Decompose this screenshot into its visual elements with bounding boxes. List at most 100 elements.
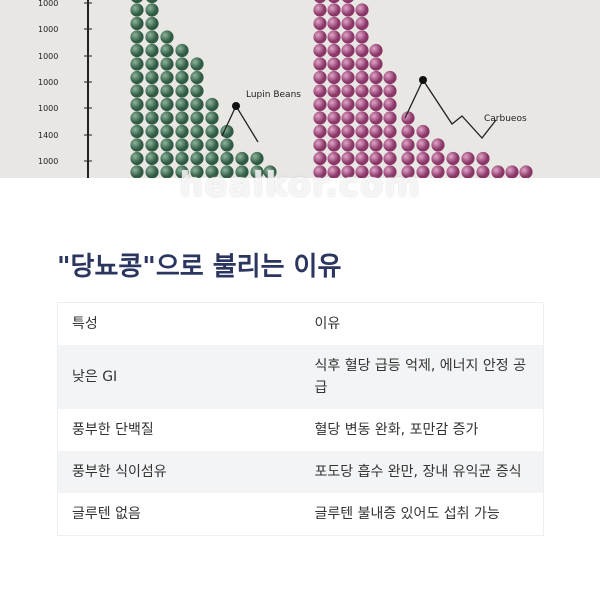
bean xyxy=(220,151,234,166)
bean xyxy=(355,3,369,17)
bean xyxy=(145,30,159,44)
bean xyxy=(341,151,355,166)
bean xyxy=(175,111,189,125)
bean xyxy=(205,151,219,166)
bean xyxy=(505,165,519,178)
bean xyxy=(341,3,355,17)
bean xyxy=(205,138,219,152)
bean xyxy=(327,57,341,71)
illustration-bg xyxy=(0,0,600,178)
pointer-dot xyxy=(419,76,427,84)
bean xyxy=(446,151,460,166)
bean xyxy=(327,16,341,31)
bean xyxy=(190,70,204,85)
bean xyxy=(250,151,264,166)
bean xyxy=(369,124,383,139)
axis-label: 1000 xyxy=(38,0,58,8)
bean xyxy=(383,111,397,125)
bean xyxy=(401,124,415,139)
table: 특성 이유 낮은 GI 식후 혈당 급등 억제, 에너지 안정 공급 풍부한 단백질 혈당… xyxy=(57,302,544,536)
bean xyxy=(263,165,277,178)
bean xyxy=(145,165,159,178)
table-cell: 혈당 변동 완화, 포만감 증가 xyxy=(314,422,479,438)
bean xyxy=(190,57,204,71)
bean xyxy=(383,138,397,152)
bean xyxy=(160,43,174,58)
bean xyxy=(314,0,326,4)
bean xyxy=(160,84,174,98)
axis-label: 1000 xyxy=(38,25,58,34)
bean xyxy=(416,138,430,152)
bean xyxy=(145,70,159,85)
bean xyxy=(369,111,383,125)
bean xyxy=(342,0,354,4)
bean xyxy=(341,138,355,152)
bean xyxy=(461,165,475,178)
bean xyxy=(355,97,369,112)
bean xyxy=(190,165,204,178)
bean xyxy=(476,165,490,178)
bean xyxy=(327,70,341,85)
bean xyxy=(383,165,397,178)
bean xyxy=(369,43,383,58)
bean xyxy=(313,43,327,58)
bean xyxy=(205,165,219,178)
bean xyxy=(369,57,383,71)
bean xyxy=(160,30,174,44)
bean xyxy=(369,151,383,166)
illustration: Lupin Beans Carbueos 1000 1000 1000 1000 100… xyxy=(0,0,600,178)
bean xyxy=(313,16,327,31)
bean xyxy=(341,43,355,58)
bean xyxy=(341,111,355,125)
bean xyxy=(175,151,189,166)
bean xyxy=(383,151,397,166)
bean xyxy=(130,151,144,166)
bean xyxy=(313,30,327,44)
table-cell: 이유 xyxy=(314,316,341,332)
bean xyxy=(145,151,159,166)
bean xyxy=(145,138,159,152)
axis-label: 1000 xyxy=(38,78,58,87)
bean xyxy=(327,138,341,152)
table-cell: 낮은 GI xyxy=(57,345,301,409)
bean xyxy=(175,165,189,178)
bean xyxy=(341,16,355,31)
bean xyxy=(190,151,204,166)
bean xyxy=(383,84,397,98)
bean xyxy=(175,84,189,98)
bean xyxy=(341,124,355,139)
bean xyxy=(313,84,327,98)
bean xyxy=(160,97,174,112)
bean xyxy=(313,165,327,178)
bean xyxy=(130,111,144,125)
bean xyxy=(145,43,159,58)
bean xyxy=(130,57,144,71)
table-row: 특성 이유 xyxy=(58,303,544,346)
bean xyxy=(190,111,204,125)
bean xyxy=(369,165,383,178)
table-cell: 풍부한 식이섬유 xyxy=(57,451,301,493)
bean xyxy=(220,138,234,152)
bean xyxy=(130,30,144,44)
bean xyxy=(341,165,355,178)
bean xyxy=(130,3,144,17)
bean xyxy=(313,57,327,71)
bean xyxy=(313,111,327,125)
bean xyxy=(355,165,369,178)
bean xyxy=(175,57,189,71)
bean xyxy=(190,97,204,112)
bean xyxy=(313,97,327,112)
table-row: 풍부한 식이섬유 포도당 흡수 완만, 장내 유익균 증식 xyxy=(57,451,544,493)
bean xyxy=(431,165,445,178)
label: Lupin Beans xyxy=(246,90,301,100)
bean xyxy=(327,3,341,17)
pointer xyxy=(404,78,497,140)
bean xyxy=(519,165,533,178)
bean xyxy=(130,165,144,178)
bean xyxy=(446,165,460,178)
bean xyxy=(160,138,174,152)
heading: "당뇨콩"으로 불리는 이유 xyxy=(57,252,342,282)
bean xyxy=(341,84,355,98)
bean xyxy=(313,70,327,85)
